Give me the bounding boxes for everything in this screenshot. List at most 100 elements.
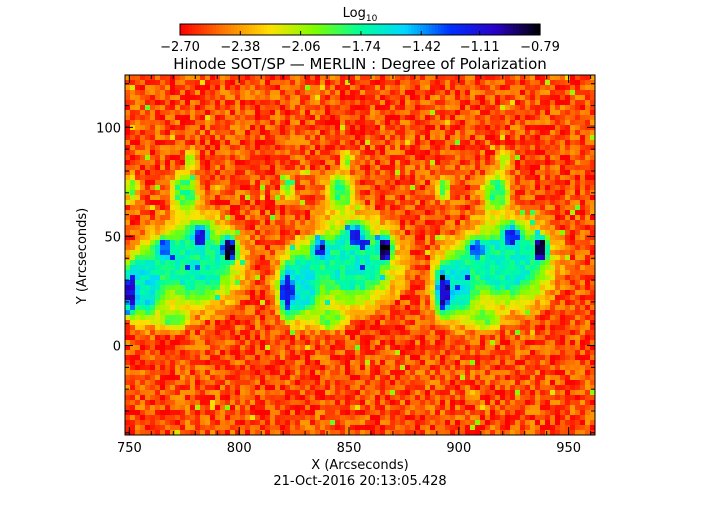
heatmap-cell xyxy=(345,280,351,286)
colorbar-segment xyxy=(312,24,316,35)
heatmap-cell xyxy=(490,220,496,226)
heatmap-cell xyxy=(560,310,566,316)
heatmap-cell xyxy=(405,85,411,91)
heatmap-cell xyxy=(370,115,376,121)
heatmap-cell xyxy=(380,75,386,81)
heatmap-cell xyxy=(465,155,471,161)
heatmap-cell xyxy=(235,295,241,301)
heatmap-cell xyxy=(315,290,321,296)
heatmap-cell xyxy=(230,145,236,151)
heatmap-cell xyxy=(225,210,231,216)
heatmap-cell xyxy=(255,90,261,96)
heatmap-cell xyxy=(400,90,406,96)
heatmap-cell xyxy=(475,260,481,266)
heatmap-cell xyxy=(390,275,396,281)
heatmap-cell xyxy=(260,210,266,216)
heatmap-cell xyxy=(530,280,536,286)
heatmap-cell xyxy=(160,330,166,336)
heatmap-cell xyxy=(515,325,521,331)
heatmap-cell xyxy=(480,205,486,211)
heatmap-cell xyxy=(390,225,396,231)
heatmap-cell xyxy=(185,130,191,136)
heatmap-cell xyxy=(280,290,286,296)
heatmap-cell xyxy=(195,90,201,96)
heatmap-cell xyxy=(315,325,321,331)
heatmap-cell xyxy=(290,130,296,136)
heatmap-cell xyxy=(450,250,456,256)
heatmap-cell xyxy=(195,260,201,266)
heatmap-cell xyxy=(575,130,581,136)
heatmap-cell xyxy=(545,195,551,201)
heatmap-cell xyxy=(225,285,231,291)
heatmap-cell xyxy=(340,175,346,181)
heatmap-cell xyxy=(150,110,156,116)
colorbar-segment xyxy=(216,24,220,35)
heatmap-cell xyxy=(500,120,506,126)
heatmap-cell xyxy=(390,185,396,191)
heatmap-cell xyxy=(170,260,176,266)
heatmap-cell xyxy=(190,310,196,316)
heatmap-cell xyxy=(305,310,311,316)
heatmap-cell xyxy=(410,220,416,226)
heatmap-cell xyxy=(465,185,471,191)
heatmap-cell xyxy=(525,120,531,126)
heatmap-cell xyxy=(285,85,291,91)
heatmap-cell xyxy=(240,225,246,231)
heatmap-cell xyxy=(185,265,191,271)
heatmap-cell xyxy=(400,305,406,311)
heatmap-cell xyxy=(170,145,176,151)
heatmap-cell xyxy=(195,305,201,311)
heatmap-cell xyxy=(455,95,461,101)
heatmap-cell xyxy=(485,80,491,86)
heatmap-cell xyxy=(240,290,246,296)
heatmap-cell xyxy=(440,205,446,211)
heatmap-cell xyxy=(565,320,571,326)
heatmap-cell xyxy=(400,210,406,216)
heatmap-cell xyxy=(260,130,266,136)
heatmap-cell xyxy=(130,305,136,311)
heatmap-cell xyxy=(380,195,386,201)
heatmap-cell xyxy=(280,235,286,241)
heatmap-cell xyxy=(470,320,476,326)
heatmap-cell xyxy=(135,170,141,176)
heatmap-cell xyxy=(255,280,261,286)
heatmap-cell xyxy=(370,110,376,116)
heatmap-cell xyxy=(290,220,296,226)
heatmap-cell xyxy=(310,95,316,101)
heatmap-cell xyxy=(215,125,221,131)
heatmap-cell xyxy=(590,270,596,276)
heatmap-cell xyxy=(540,210,546,216)
heatmap-cell xyxy=(495,80,501,86)
heatmap-cell xyxy=(460,325,466,331)
heatmap-cell xyxy=(150,285,156,291)
heatmap-cell xyxy=(525,255,531,261)
heatmap-cell xyxy=(125,245,131,251)
heatmap-cell xyxy=(250,90,256,96)
heatmap-cell xyxy=(255,110,261,116)
heatmap-cell xyxy=(380,290,386,296)
colorbar-segment xyxy=(183,24,187,35)
heatmap-cell xyxy=(290,200,296,206)
heatmap-cell xyxy=(525,80,531,86)
heatmap-cell xyxy=(570,215,576,221)
heatmap-cell xyxy=(195,325,201,331)
heatmap-cell xyxy=(230,305,236,311)
heatmap-cell xyxy=(260,200,266,206)
heatmap-cell xyxy=(445,220,451,226)
heatmap-cell xyxy=(280,325,286,331)
heatmap-cell xyxy=(545,320,551,326)
heatmap-cell xyxy=(375,240,381,246)
heatmap-cell xyxy=(190,145,196,151)
colorbar-segment xyxy=(381,24,385,35)
heatmap-cell xyxy=(380,255,386,261)
heatmap-cell xyxy=(280,150,286,156)
heatmap-cell xyxy=(155,190,161,196)
heatmap-cell xyxy=(485,210,491,216)
heatmap-cell xyxy=(285,300,291,306)
heatmap-cell xyxy=(245,145,251,151)
heatmap-cell xyxy=(330,155,336,161)
heatmap-cell xyxy=(375,135,381,141)
heatmap-cell xyxy=(470,80,476,86)
heatmap-cell xyxy=(420,270,426,276)
heatmap-cell xyxy=(550,215,556,221)
